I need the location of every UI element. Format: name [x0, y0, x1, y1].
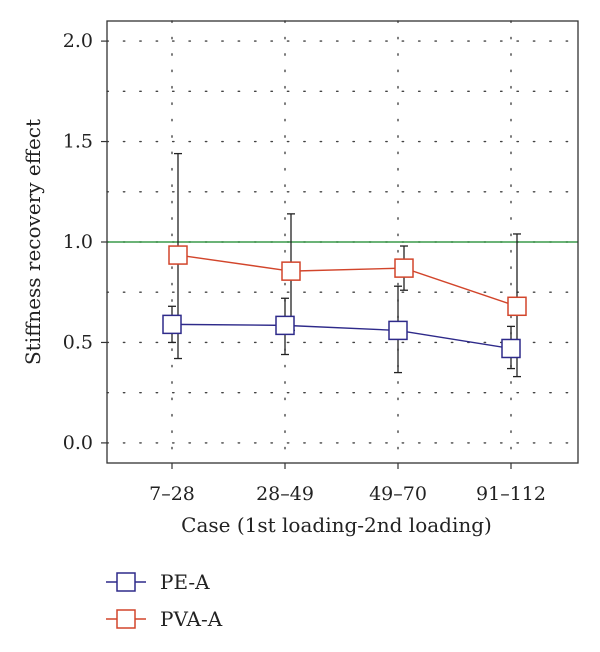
y-axis-title: Stiffness recovery effect [21, 119, 45, 365]
y-tick-label: 2.0 [63, 30, 93, 52]
y-ticks: 0.0 0.5 1.0 1.5 2.0 [63, 30, 107, 454]
y-tick-label: 0.5 [63, 331, 93, 353]
error-bars [168, 152, 521, 378]
series-line-pe-a [171, 323, 512, 350]
y-tick-label: 1.5 [63, 131, 93, 153]
data-point-pe-a [388, 320, 408, 341]
x-tick-label: 28–49 [256, 483, 314, 505]
data-point-pva-a [394, 258, 414, 278]
data-point-pva-a [168, 245, 188, 265]
x-tick-label: 7–28 [149, 483, 195, 505]
series-group [162, 245, 527, 359]
legend-marker [116, 609, 136, 629]
x-tick-label: 49–70 [369, 483, 427, 505]
legend-label: PVA-A [160, 607, 223, 631]
data-point-pva-a [281, 261, 301, 281]
x-ticks: 7–28 28–49 49–70 91–112 [149, 463, 546, 505]
data-point-pva-a [507, 296, 527, 317]
x-tick-label: 91–112 [476, 483, 546, 505]
legend-marker [116, 572, 136, 592]
legend: PE-A PVA-A [106, 570, 223, 631]
data-point-pe-a [275, 315, 295, 336]
y-tick-label: 1.0 [63, 231, 93, 253]
data-point-pe-a [501, 338, 521, 359]
series-line-pva-a [177, 254, 518, 307]
data-point-pe-a [162, 314, 182, 335]
y-tick-label: 0.0 [63, 432, 93, 454]
x-axis-title: Case (1st loading-2nd loading) [181, 513, 492, 537]
legend-label: PE-A [160, 570, 210, 594]
